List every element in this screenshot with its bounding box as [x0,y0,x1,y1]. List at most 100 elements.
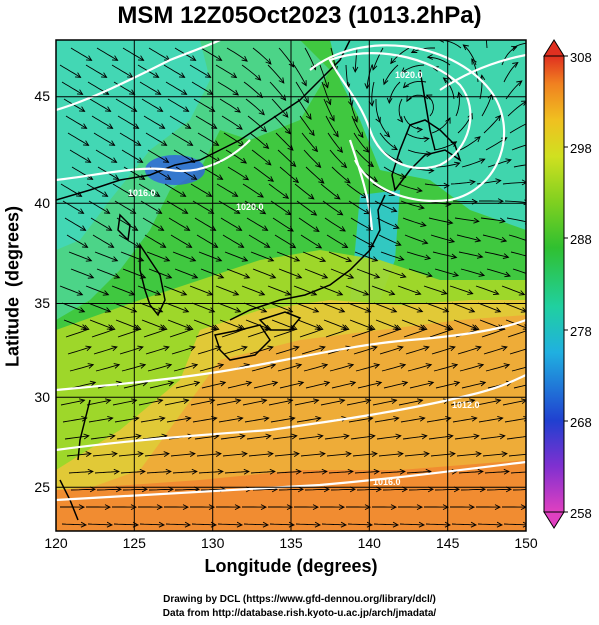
streamline-arrowhead [207,208,215,214]
streamline [354,47,358,72]
streamline-arrowhead [265,58,272,65]
streamline [120,251,144,262]
streamline-arrowhead [520,398,526,405]
streamline-arrowhead [85,345,92,352]
streamline [486,488,512,491]
streamline-arrowhead [179,191,187,197]
streamline-arrowhead [243,468,250,475]
isobar-label: 1020.0 [236,202,264,212]
streamline-arrowhead [87,468,94,475]
streamline-arrowhead [317,433,324,440]
streamline-arrowhead [476,253,484,259]
streamline-arrowhead [468,307,476,313]
streamline [398,183,422,192]
streamline-arrowhead [132,123,140,129]
streamline [143,328,167,338]
streamline [505,80,523,100]
streamline [294,399,319,406]
streamline-arrowhead [107,415,114,422]
streamline-arrowhead [319,256,327,263]
streamline [85,64,107,78]
streamline-arrowhead [329,115,335,122]
streamline-arrowhead [138,174,146,180]
streamline-arrowhead [442,77,449,84]
streamline-arrowhead [390,206,398,213]
streamline [194,217,216,231]
streamline-arrowhead [104,504,112,511]
streamline-arrowhead [87,273,95,279]
streamline-arrowhead [310,290,318,296]
streamline [427,56,451,66]
streamline-arrowhead [289,242,297,249]
streamline [328,470,353,474]
streamline [371,81,375,106]
streamline [502,399,526,406]
streamline-arrowhead [236,324,244,330]
streamline-arrowhead [423,451,430,457]
streamline-arrowhead [467,289,474,295]
streamline [503,523,526,526]
streamline [476,399,501,406]
streamline [113,302,137,313]
x-axis-ticks: 120 125 130 135 140 145 150 [44,535,538,551]
streamline [141,98,163,112]
streamline [324,217,346,232]
streamline [327,132,343,153]
streamline-arrowhead [204,72,212,78]
streamline-arrowhead [314,521,322,528]
streamline-arrowhead [421,433,428,440]
streamline-arrowhead [267,256,275,262]
streamline-arrowhead [102,290,110,296]
streamline-arrowhead [371,256,379,262]
streamline-arrowhead [445,117,451,124]
streamline-arrowhead [473,433,480,440]
streamline [487,159,512,168]
streamline [430,453,455,457]
streamline [454,435,479,440]
streamline [508,234,526,241]
streamline [425,302,449,313]
colorbar-tick-label: 298 [570,141,592,156]
streamline [430,234,455,243]
streamline [512,42,526,49]
streamline-arrowhead [85,256,93,262]
streamline [482,234,507,242]
streamline-arrowhead [371,451,378,457]
streamline [117,115,139,129]
streamline-arrowhead [185,242,193,248]
streamline-arrowhead [208,398,216,405]
streamline-arrowhead [188,157,196,163]
streamline [60,399,85,406]
streamline [323,98,335,122]
streamline-arrowhead [340,324,348,330]
streamline [170,453,195,457]
streamline-arrowhead [236,521,244,528]
streamline-arrowhead [182,307,190,313]
streamline [355,149,374,167]
streamline-arrowhead [241,345,248,352]
map-title: MSM 12Z05Oct2023 (1013.2hPa) [117,2,482,29]
streamline-arrowhead [496,521,504,528]
streamline-arrowhead [392,324,400,330]
streamline-arrowhead [453,380,461,387]
streamline [222,453,247,457]
streamline-arrowhead [231,191,239,197]
streamline-arrowhead [308,193,315,200]
streamline-arrowhead [474,136,481,143]
streamline-arrowhead [529,254,535,259]
streamline [143,115,165,129]
streamline-arrowhead [301,80,307,87]
streamline [93,346,118,355]
streamline-arrowhead [284,128,291,135]
streamline-arrowhead [137,345,144,352]
streamline-arrowhead [106,521,114,528]
streamline-arrowhead [269,468,276,475]
streamline-arrowhead [345,451,352,457]
streamline-arrowhead [156,398,164,405]
streamline [353,132,369,153]
streamline [348,417,373,423]
streamline-arrowhead [418,204,425,210]
streamline [325,115,339,137]
streamline-arrowhead [101,191,109,197]
streamline-arrowhead [494,504,502,511]
